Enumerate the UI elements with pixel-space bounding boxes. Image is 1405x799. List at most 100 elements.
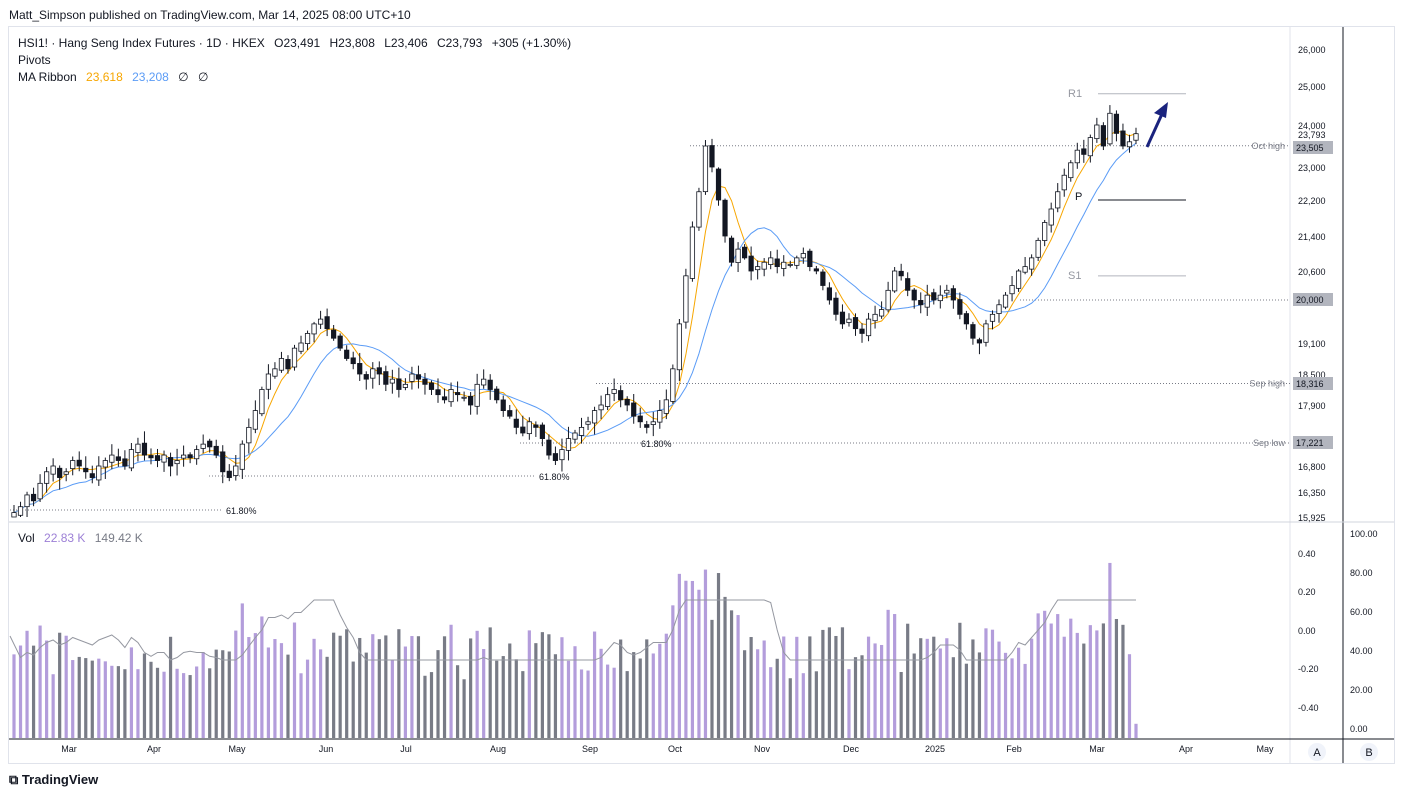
- candle-body[interactable]: [950, 288, 956, 301]
- candle-body[interactable]: [1002, 294, 1009, 308]
- candle-body[interactable]: [435, 389, 441, 396]
- candle-body[interactable]: [742, 246, 748, 259]
- candle-body[interactable]: [233, 465, 239, 476]
- candle-body[interactable]: [728, 237, 735, 263]
- arrow-annotation-head[interactable]: [1154, 102, 1168, 118]
- candle-body[interactable]: [115, 456, 121, 461]
- candle-body[interactable]: [474, 383, 480, 407]
- candle-body[interactable]: [174, 460, 180, 465]
- candle-body[interactable]: [141, 442, 148, 456]
- candle-body[interactable]: [989, 313, 996, 322]
- candle-body[interactable]: [755, 266, 761, 271]
- candle-body[interactable]: [794, 257, 800, 266]
- candle-body[interactable]: [911, 289, 917, 301]
- candle-body[interactable]: [311, 323, 317, 335]
- candle-body[interactable]: [885, 289, 891, 311]
- candle-body[interactable]: [709, 145, 715, 168]
- candle-body[interactable]: [1068, 162, 1074, 179]
- candle-body[interactable]: [500, 399, 506, 411]
- candle-body[interactable]: [11, 512, 17, 518]
- candle-body[interactable]: [644, 424, 650, 428]
- candle-body[interactable]: [526, 421, 532, 435]
- candle-body[interactable]: [578, 426, 585, 436]
- candle-body[interactable]: [461, 396, 467, 399]
- candle-body[interactable]: [57, 467, 63, 478]
- candle-body[interactable]: [396, 378, 402, 390]
- candle-body[interactable]: [924, 294, 930, 308]
- candle-body[interactable]: [37, 482, 43, 500]
- candle-body[interactable]: [291, 347, 298, 368]
- candle-body[interactable]: [239, 443, 245, 470]
- candle-body[interactable]: [272, 368, 278, 377]
- candle-body[interactable]: [865, 318, 872, 337]
- candle-body[interactable]: [298, 342, 304, 352]
- pivots-label[interactable]: Pivots: [18, 53, 51, 67]
- candle-body[interactable]: [931, 292, 937, 301]
- candle-body[interactable]: [24, 494, 30, 508]
- candle-body[interactable]: [252, 410, 258, 430]
- candle-body[interactable]: [546, 439, 552, 456]
- candle-body[interactable]: [774, 258, 780, 268]
- candle-body[interactable]: [135, 443, 141, 453]
- candle-body[interactable]: [154, 455, 161, 461]
- candle-body[interactable]: [194, 449, 200, 460]
- candle-body[interactable]: [1061, 174, 1067, 191]
- candle-body[interactable]: [565, 438, 572, 451]
- candle-body[interactable]: [1081, 148, 1087, 155]
- ma-ribbon-legend[interactable]: MA Ribbon 23,618 23,208 ∅ ∅: [18, 70, 214, 84]
- candle-body[interactable]: [409, 373, 415, 382]
- arrow-annotation-shaft[interactable]: [1145, 113, 1164, 148]
- candle-body[interactable]: [872, 313, 878, 322]
- candle-body[interactable]: [689, 226, 696, 279]
- candle-body[interactable]: [520, 426, 526, 434]
- candle-body[interactable]: [513, 418, 519, 428]
- candle-body[interactable]: [265, 373, 272, 390]
- candle-body[interactable]: [441, 396, 448, 401]
- candle-body[interactable]: [963, 313, 969, 325]
- candle-body[interactable]: [722, 199, 728, 237]
- candle-body[interactable]: [852, 317, 859, 330]
- candle-body[interactable]: [415, 374, 422, 380]
- volume-legend[interactable]: Vol 22.83 K 149.42 K: [18, 531, 149, 545]
- candle-body[interactable]: [331, 329, 337, 339]
- candle-body[interactable]: [428, 382, 435, 390]
- candle-body[interactable]: [200, 443, 206, 449]
- candle-body[interactable]: [507, 410, 513, 417]
- candle-body[interactable]: [337, 335, 343, 349]
- symbol-title[interactable]: HSI1! · Hang Seng Index Futures · 1D · H…: [18, 36, 265, 50]
- candle-body[interactable]: [1029, 257, 1035, 270]
- candle-body[interactable]: [859, 328, 865, 334]
- candle-body[interactable]: [304, 333, 311, 344]
- candle-body[interactable]: [109, 454, 115, 463]
- price-label-badge[interactable]: [1293, 436, 1333, 449]
- candle-body[interactable]: [89, 473, 95, 478]
- candle-body[interactable]: [839, 311, 846, 325]
- candle-body[interactable]: [970, 324, 976, 339]
- tradingview-logo[interactable]: ⧉ TradingView: [9, 772, 98, 788]
- candle-body[interactable]: [768, 257, 774, 265]
- candle-body[interactable]: [1107, 112, 1113, 145]
- candle-body[interactable]: [1022, 266, 1028, 273]
- candle-body[interactable]: [102, 460, 108, 468]
- candle-body[interactable]: [220, 451, 226, 473]
- price-label-badge[interactable]: [1293, 293, 1333, 306]
- candle-body[interactable]: [278, 358, 285, 371]
- candle-body[interactable]: [1113, 113, 1120, 134]
- candle-body[interactable]: [1048, 208, 1054, 226]
- candle-body[interactable]: [702, 145, 709, 193]
- candle-body[interactable]: [1133, 133, 1139, 141]
- candle-body[interactable]: [846, 318, 852, 323]
- candle-body[interactable]: [357, 363, 363, 375]
- candle-body[interactable]: [683, 275, 689, 323]
- candle-body[interactable]: [996, 304, 1002, 314]
- candle-body[interactable]: [376, 367, 382, 375]
- candle-body[interactable]: [787, 264, 793, 266]
- candle-body[interactable]: [83, 467, 89, 473]
- candle-body[interactable]: [833, 297, 839, 315]
- candle-body[interactable]: [585, 421, 591, 425]
- candle-body[interactable]: [676, 323, 682, 371]
- candle-body[interactable]: [259, 389, 265, 415]
- candle-body[interactable]: [207, 440, 213, 448]
- candle-body[interactable]: [624, 399, 630, 406]
- candle-body[interactable]: [122, 458, 128, 467]
